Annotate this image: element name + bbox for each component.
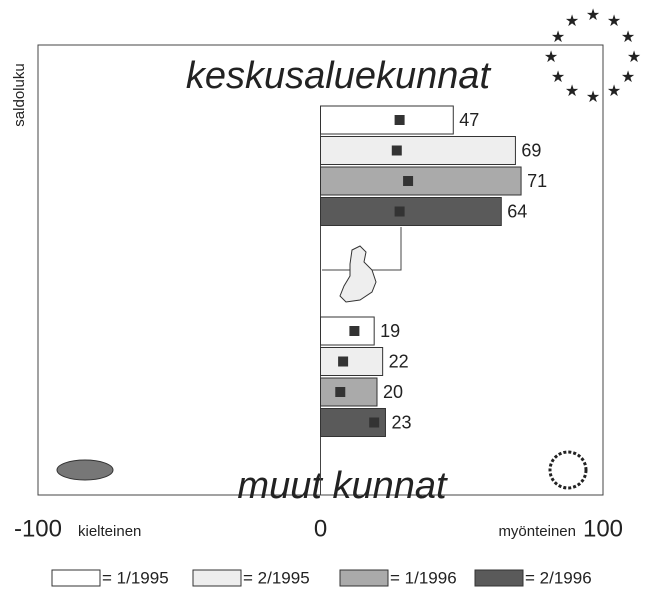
y-axis-label: saldoluku (11, 63, 28, 126)
cloud-icon (57, 460, 113, 480)
bar (321, 167, 522, 195)
bar (321, 106, 454, 134)
legend-swatch (193, 570, 241, 586)
legend-swatch (340, 570, 388, 586)
map-icon (340, 246, 376, 302)
value-label: 64 (507, 201, 527, 221)
chart: saldoluku keskusaluekunnat muut kunnat k… (0, 0, 645, 590)
value-label: 20 (383, 382, 403, 402)
marker (338, 357, 348, 367)
bar (321, 137, 516, 165)
marker (392, 146, 402, 156)
bar (321, 378, 378, 406)
svg-text:★: ★ (621, 29, 635, 46)
legend-label: = 1/1996 (390, 568, 457, 587)
marker (403, 176, 413, 186)
x-axis-label: myönteinen (498, 523, 576, 540)
svg-text:★: ★ (544, 49, 558, 66)
svg-text:★: ★ (586, 7, 600, 24)
group-label: muut kunnat (237, 465, 448, 507)
value-label: 19 (380, 321, 400, 341)
svg-text:★: ★ (621, 69, 635, 86)
svg-text:★: ★ (586, 89, 600, 106)
svg-text:★: ★ (607, 83, 621, 100)
stars-icon: ★★★★ ★★★★ ★★★★ (544, 7, 641, 106)
bar (321, 317, 375, 345)
x-tick-label: -100 (14, 515, 62, 542)
value-label: 22 (389, 351, 409, 371)
svg-text:★: ★ (627, 49, 641, 66)
marker (335, 387, 345, 397)
svg-text:★: ★ (565, 83, 579, 100)
value-label: 47 (459, 110, 479, 130)
bar (321, 348, 383, 376)
sun-icon (550, 452, 586, 488)
legend-label: = 1/1995 (102, 568, 169, 587)
x-axis-label: kielteinen (78, 523, 141, 540)
bar (321, 198, 502, 226)
x-tick-label: 100 (583, 515, 623, 542)
legend-label: = 2/1995 (243, 568, 310, 587)
legend-swatch (52, 570, 100, 586)
legend-swatch (475, 570, 523, 586)
group-label: keskusaluekunnat (186, 55, 492, 97)
value-label: 69 (521, 140, 541, 160)
marker (395, 115, 405, 125)
svg-text:★: ★ (551, 69, 565, 86)
value-label: 23 (391, 412, 411, 432)
svg-text:★: ★ (551, 29, 565, 46)
marker (395, 207, 405, 217)
marker (369, 418, 379, 428)
value-label: 71 (527, 171, 547, 191)
svg-text:★: ★ (565, 13, 579, 30)
svg-text:★: ★ (607, 13, 621, 30)
legend-label: = 2/1996 (525, 568, 592, 587)
marker (349, 326, 359, 336)
x-tick-label: 0 (314, 515, 327, 542)
